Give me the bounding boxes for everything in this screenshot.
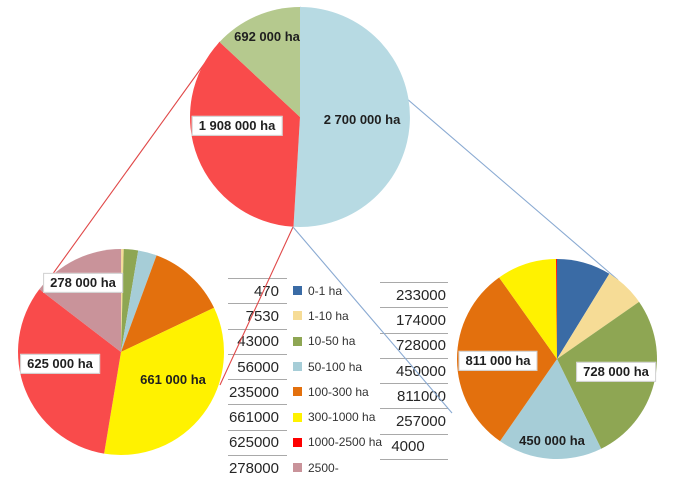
legend-item: 0-1 ha <box>293 278 382 303</box>
table-cell: 470 <box>228 279 287 305</box>
slice-label-692000: 692 000 ha <box>234 28 300 44</box>
slice-label-661000: 661 000 ha <box>140 371 206 387</box>
legend-label: 300-1000 ha <box>308 410 376 425</box>
size-class-legend: 0-1 ha 1-10 ha 10-50 ha 50-100 ha 100-30… <box>293 278 382 477</box>
table-cell: 56000 <box>228 355 287 381</box>
legend-swatch-icon <box>293 463 302 473</box>
pie-breakdown-left-slice-7 <box>39 249 121 352</box>
legend-label: 100-300 ha <box>308 384 369 399</box>
slice-label-625000: 625 000 ha <box>20 353 100 375</box>
pie-overview-slice-2 <box>219 7 300 117</box>
left-value-table: 470 7530 43000 56000 235000 661000 62500… <box>228 278 287 477</box>
table-cell: 174000 <box>380 308 448 334</box>
table-cell: 661000 <box>228 405 287 431</box>
legend-label: 50-100 ha <box>308 359 363 374</box>
legend-label: 2500- <box>308 460 339 475</box>
legend-swatch-icon <box>293 286 302 296</box>
table-cell: 728000 <box>380 334 448 359</box>
legend-label: 1000-2500 ha <box>308 435 383 450</box>
slice-label-278000: 278 000 ha <box>43 272 123 294</box>
table-cell: 625000 <box>228 431 287 457</box>
legend-item: 100-300 ha <box>293 379 382 404</box>
right-value-table: 233000 174000 728000 450000 811000 25700… <box>380 282 448 461</box>
legend-item: 50-100 ha <box>293 354 382 379</box>
legend-item: 300-1000 ha <box>293 404 382 429</box>
legend-swatch-icon <box>293 362 302 372</box>
connector-line-blue-1 <box>299 6 619 281</box>
legend-label: 0-1 ha <box>308 283 343 298</box>
connector-line-red-1 <box>33 41 221 301</box>
pie-breakdown-left-slice-3 <box>121 250 157 352</box>
pie-breakdown-right-slice-1 <box>557 273 640 359</box>
table-cell: 233000 <box>380 283 448 309</box>
legend-swatch-icon <box>293 437 302 447</box>
slice-label-728000: 728 000 ha <box>576 361 656 383</box>
pie-breakdown-right-slice-6 <box>556 258 557 359</box>
table-cell: 7530 <box>228 304 287 330</box>
pie-breakdown-left-slice-4 <box>121 255 215 352</box>
table-cell: 257000 <box>380 409 448 435</box>
legend-item: 10-50 ha <box>293 329 382 354</box>
legend-item: 1-10 ha <box>293 303 382 328</box>
legend-swatch-icon <box>293 336 302 346</box>
slice-label-811000: 811 000 ha <box>458 350 538 372</box>
legend-swatch-icon <box>293 387 302 397</box>
legend-item: 2500- <box>293 455 382 477</box>
legend-label: 10-50 ha <box>308 334 356 349</box>
legend-item: 1000-2500 ha <box>293 430 382 455</box>
table-cell: 450000 <box>380 359 448 385</box>
legend-swatch-icon <box>293 311 302 321</box>
table-cell: 278000 <box>228 456 287 477</box>
slice-label-450000: 450 000 ha <box>519 432 585 448</box>
table-cell: 235000 <box>228 380 287 406</box>
slice-label-2700000: 2 700 000 ha <box>323 111 401 127</box>
legend-swatch-icon <box>293 412 302 422</box>
table-cell: 4000 <box>380 435 448 461</box>
legend-label: 1-10 ha <box>308 308 349 323</box>
table-cell: 811000 <box>380 384 448 410</box>
pie-breakdown-left-slice-1 <box>121 249 124 352</box>
pie-breakdown-left-slice-2 <box>121 249 139 352</box>
pie-breakdown-right-slice-5 <box>499 259 557 359</box>
slice-label-1908000: 1 908 000 ha <box>191 115 283 137</box>
pie-breakdown-right-slice-0 <box>557 259 610 359</box>
table-cell: 43000 <box>228 330 287 355</box>
